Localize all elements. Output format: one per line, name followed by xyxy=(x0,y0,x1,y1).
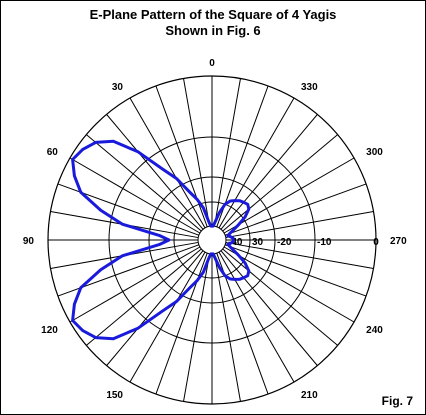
spoke-150 xyxy=(129,251,206,383)
spoke-350 xyxy=(213,78,241,227)
spoke-10 xyxy=(183,78,211,227)
ring-minus40 xyxy=(197,225,227,255)
spoke-190 xyxy=(213,253,241,402)
angle-label-90: 90 xyxy=(23,236,35,247)
spoke-210 xyxy=(218,251,295,383)
ring-label-minus20: -20 xyxy=(277,237,292,248)
spoke-310 xyxy=(222,134,338,232)
spoke-130 xyxy=(86,248,202,346)
spoke-300 xyxy=(223,157,355,234)
ring-label-minus10: -10 xyxy=(317,237,332,248)
spoke-220 xyxy=(220,250,318,366)
angle-label-30: 30 xyxy=(112,82,124,93)
chart-title-line-1: E-Plane Pattern of the Square of 4 Yagis xyxy=(89,7,337,22)
ring-label-minus40: -40 xyxy=(228,237,243,248)
angle-label-60: 60 xyxy=(47,147,59,158)
chart-title-line-2: Shown in Fig. 6 xyxy=(165,23,261,38)
spoke-320 xyxy=(220,114,318,230)
angle-label-300: 300 xyxy=(366,147,383,158)
spoke-120 xyxy=(69,246,201,323)
spoke-240 xyxy=(223,246,355,323)
spoke-50 xyxy=(86,134,202,232)
polar-grid xyxy=(47,75,377,405)
spoke-60 xyxy=(69,157,201,234)
spoke-330 xyxy=(218,97,295,229)
spoke-170 xyxy=(183,253,211,402)
spoke-30 xyxy=(129,97,206,229)
spoke-280 xyxy=(225,211,374,239)
spoke-250 xyxy=(224,244,367,297)
spoke-140 xyxy=(106,250,204,366)
spoke-290 xyxy=(224,183,367,236)
spoke-230 xyxy=(222,248,338,346)
spoke-40 xyxy=(106,114,204,230)
ring-label-minus30: 30 xyxy=(252,237,264,248)
angle-label-150: 150 xyxy=(106,390,123,401)
angle-label-330: 330 xyxy=(301,82,318,93)
chart-title: E-Plane Pattern of the Square of 4 Yagis… xyxy=(1,7,425,39)
ring-label-0: 0 xyxy=(373,237,379,248)
angle-label-0: 0 xyxy=(209,58,215,69)
angle-label-270: 270 xyxy=(390,236,407,247)
spoke-260 xyxy=(225,241,374,269)
angle-label-120: 120 xyxy=(41,325,58,336)
pattern-curve xyxy=(71,139,251,341)
angle-label-210: 210 xyxy=(301,390,318,401)
figure-label: Fig. 7 xyxy=(381,394,413,408)
polar-labels: 0306090120150180210240270300330-4030-20-… xyxy=(23,58,407,401)
angle-label-240: 240 xyxy=(366,325,383,336)
